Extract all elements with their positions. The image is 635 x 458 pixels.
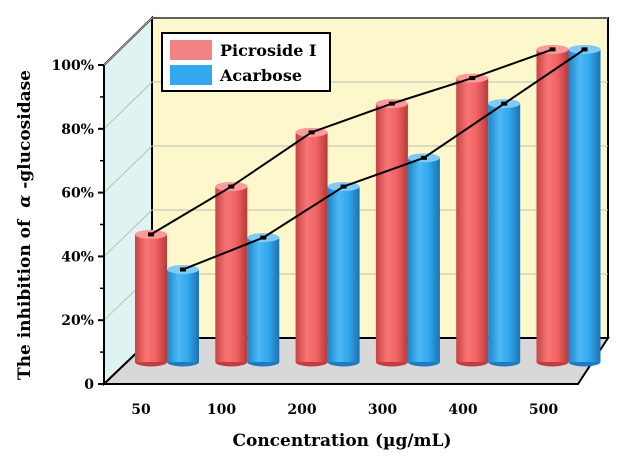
y-axis-title: The inhibition of α -glucosidase: [15, 70, 35, 380]
side-gridline: [103, 17, 153, 66]
bar-body: [536, 49, 569, 362]
bar-body: [247, 237, 280, 362]
trend-marker: [501, 101, 508, 106]
trend-marker: [260, 235, 267, 240]
bar-acarbose-400: [488, 99, 521, 367]
x-tick-label: 100: [207, 402, 236, 418]
legend: Picroside I Acarbose: [161, 32, 331, 92]
y-tick-label: 80%: [61, 122, 94, 138]
legend-label-picroside: Picroside I: [220, 41, 316, 60]
bar-body: [295, 132, 328, 362]
y-axis-title-prefix: The inhibition of: [15, 218, 35, 380]
trend-marker: [148, 232, 154, 237]
x-tick-label: 200: [287, 402, 316, 418]
y-tick-label: 100%: [51, 58, 94, 74]
y-tick-label: 20%: [61, 313, 94, 329]
x-tick-label: 300: [368, 402, 397, 418]
bar-body: [215, 186, 248, 362]
bar-body: [456, 78, 489, 362]
legend-swatch-acarbose: [170, 65, 212, 85]
bar-body: [488, 103, 521, 363]
legend-label-acarbose: Acarbose: [219, 66, 302, 85]
x-tick-label: 400: [448, 402, 477, 418]
bar-body: [407, 157, 440, 362]
trend-marker: [388, 101, 395, 106]
bar-acarbose-100: [247, 233, 280, 367]
y-ticks: 0 20% 40% 60% 80% 100%: [51, 58, 104, 393]
x-tick-label: 500: [529, 402, 558, 418]
bar-picroside-i-50: [135, 229, 167, 367]
trend-line-acarbose: [182, 48, 586, 271]
bar-acarbose-300: [407, 153, 440, 367]
legend-swatch-picroside: [170, 40, 212, 60]
side-gridline: [103, 145, 153, 193]
bar-picroside-i-400: [456, 73, 489, 367]
bar-body: [135, 234, 167, 362]
x-tick-label: 50: [131, 402, 151, 418]
trend-marker: [420, 155, 427, 160]
side-gridline: [103, 81, 153, 130]
trend-marker: [469, 76, 476, 81]
x-axis-title: Concentration (µg/mL): [232, 431, 451, 451]
y-tick-label: 60%: [61, 186, 94, 202]
y-tick-label: 0: [84, 377, 94, 393]
bar-body: [568, 49, 601, 362]
bar-acarbose-200: [327, 182, 360, 367]
bar-body: [167, 269, 199, 362]
bar-picroside-i-200: [295, 127, 328, 367]
y-tick-label: 40%: [61, 249, 94, 265]
bar-acarbose-50: [167, 264, 199, 367]
trend-marker: [228, 184, 235, 189]
trend-marker: [308, 130, 315, 135]
bar-picroside-i-100: [215, 182, 248, 367]
bar-body: [375, 103, 408, 363]
bar-body: [327, 186, 360, 362]
bar-picroside-i-300: [375, 99, 408, 367]
trend-lines: [148, 47, 588, 272]
trend-marker: [180, 267, 186, 272]
y-axis-title-greek: α: [15, 195, 35, 208]
trend-marker: [581, 47, 588, 52]
side-gridline: [103, 209, 153, 257]
bar-acarbose-500: [568, 44, 601, 367]
x-ticks: 50 100 200 300 400 500: [131, 402, 558, 418]
bar-picroside-i-500: [536, 44, 569, 367]
y-axis-title-suffix: -glucosidase: [15, 70, 35, 189]
trend-line-picroside-i: [150, 48, 553, 236]
trend-marker: [340, 184, 347, 189]
trend-marker: [549, 47, 556, 52]
